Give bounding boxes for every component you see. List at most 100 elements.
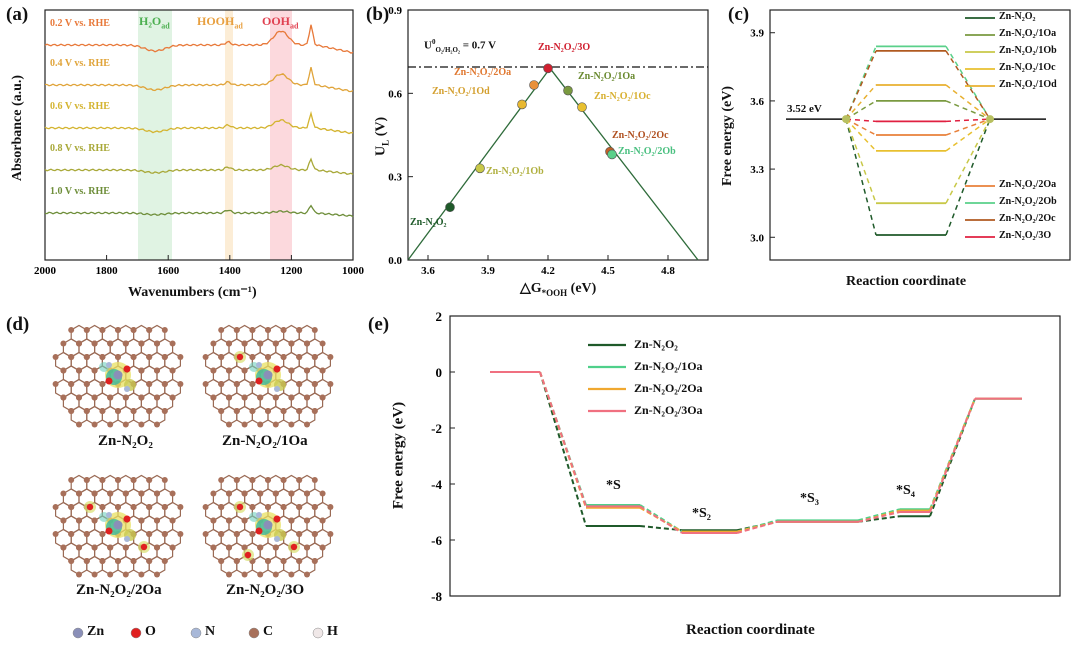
e-ytick-label: 0 [436, 365, 443, 380]
carbon-atom [265, 408, 271, 414]
zn-atom [263, 520, 273, 530]
oxygen-atom [255, 527, 263, 535]
carbon-atom [296, 354, 303, 360]
carbon-atom [169, 367, 176, 374]
carbon-atom [249, 531, 256, 537]
c-legend-item: Zn-N₂O₂/1Oa [999, 28, 1057, 39]
spectrum-line-2 [45, 67, 354, 93]
volcano-point-label: Zn-N₂O₂/2Ob [618, 146, 676, 158]
carbon-atom [304, 571, 310, 578]
c-ytick-label: 3.3 [750, 164, 764, 176]
panel-d-label: (d) [6, 314, 30, 335]
atom-legend-dot [130, 627, 142, 639]
e-legend-item: Zn-N₂O₂/3Oa [634, 403, 703, 417]
carbon-atom [311, 408, 318, 414]
carbon-atom [83, 354, 90, 360]
carbon-atom [327, 504, 334, 510]
carbon-atom [218, 381, 225, 387]
e-ytick-label: -4 [431, 477, 442, 492]
carbon-atom [60, 340, 67, 347]
carbon-atom [249, 381, 256, 387]
volcano-point-label: Zn-N₂O₂ [410, 217, 447, 229]
carbon-atom [319, 340, 326, 347]
level-connector-left [845, 50, 877, 120]
carbon-atom [210, 544, 217, 551]
carbon-atom [319, 394, 326, 401]
zn-atom [113, 370, 123, 380]
pathway-connector [736, 520, 778, 534]
level-connector-left [845, 84, 877, 120]
carbon-atom [154, 367, 160, 374]
atom-legend-label: O [145, 624, 156, 639]
oxygen-atom [123, 515, 131, 523]
carbon-atom [319, 367, 326, 374]
carbon-atom [83, 381, 90, 387]
b-xtick-label: 4.8 [661, 265, 675, 277]
carbon-atom [161, 531, 168, 537]
carbon-atom [161, 354, 168, 360]
pathway-series-3 [490, 371, 1022, 533]
carbon-atom [130, 504, 137, 510]
carbon-atom [154, 340, 160, 347]
carbon-atom [107, 544, 114, 551]
carbon-atom [122, 571, 129, 578]
ref-energy-label: 3.52 eV [787, 103, 822, 115]
carbon-atom [304, 340, 310, 347]
carbon-atom [83, 477, 90, 483]
level-connector-right [945, 118, 991, 152]
carbon-atom [130, 408, 137, 414]
structure-caption-3: Zn-N₂O₂/2Oa [76, 582, 162, 598]
carbon-atom [115, 477, 121, 483]
carbon-atom [257, 421, 264, 428]
volcano-point-2 [475, 163, 485, 174]
e-ytick-label: -6 [431, 533, 442, 548]
carbon-atom [169, 394, 176, 401]
carbon-atom [241, 340, 248, 347]
carbon-atom [60, 544, 67, 551]
carbon-atom [319, 517, 326, 524]
carbon-atom [76, 490, 82, 497]
carbon-atom [218, 354, 225, 360]
e-ytick-label: -8 [431, 589, 442, 604]
carbon-atom [107, 571, 114, 578]
carbon-atom [311, 558, 318, 564]
carbon-atom [99, 327, 106, 333]
oxygen-atom [236, 353, 244, 361]
carbon-atom [210, 517, 217, 524]
pathway-connector [857, 515, 901, 523]
carbon-atom [218, 477, 225, 483]
volcano-point-1 [445, 202, 455, 213]
b-ytick-label: 0.0 [388, 255, 402, 267]
carbon-atom [202, 354, 209, 360]
carbon-atom [257, 340, 264, 347]
carbon-atom [83, 531, 90, 537]
carbon-atom [99, 558, 106, 564]
carbon-atom [218, 558, 225, 564]
pathway-series-2 [490, 371, 1022, 533]
carbon-atom [304, 544, 310, 551]
level-connector-right [945, 118, 991, 136]
volcano-right-line [549, 67, 699, 261]
carbon-atom [146, 354, 153, 360]
carbon-atom [52, 531, 59, 537]
carbon-atom [272, 490, 279, 497]
structure-caption-2: Zn-N₂O₂/1Oa [222, 433, 308, 449]
carbon-atom [280, 327, 287, 333]
carbon-atom [311, 504, 318, 510]
b-xtick-label: 3.9 [481, 265, 495, 277]
carbon-atom [91, 340, 98, 347]
carbon-atom [233, 408, 240, 414]
level-node-left [842, 115, 850, 124]
carbon-atom [272, 340, 279, 347]
oxygen-atom [105, 377, 113, 385]
carbon-atom [138, 367, 145, 374]
c-ytick-label: 3.0 [750, 232, 764, 244]
spectrum-line-5 [44, 204, 354, 218]
carbon-atom [177, 504, 184, 510]
spectrum-label-4: 0.8 V vs. RHE [50, 143, 110, 154]
carbon-atom [319, 544, 326, 551]
carbon-atom [115, 408, 121, 414]
carbon-atom [311, 354, 318, 360]
level-connector-right [945, 118, 991, 204]
e-legend-item: Zn-N₂O₂/1Oa [634, 359, 703, 373]
